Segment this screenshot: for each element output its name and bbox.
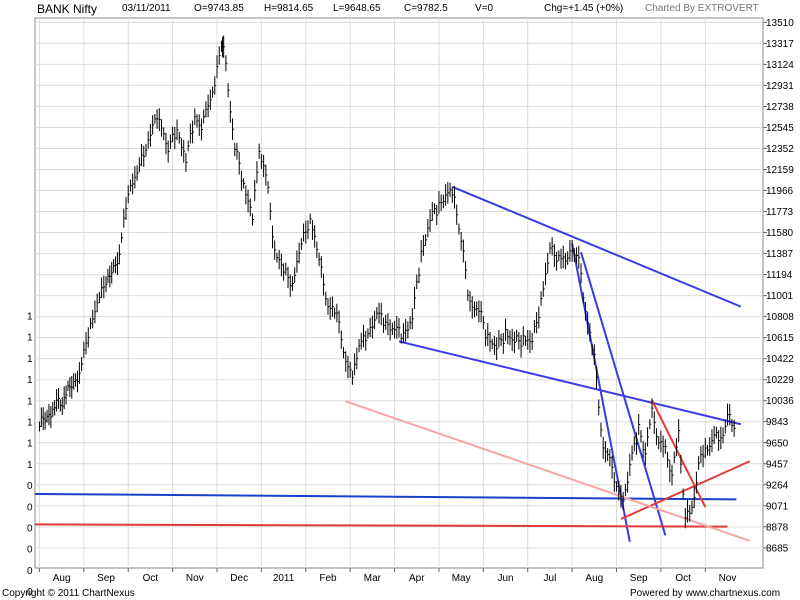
x-tick-label: Apr [409, 573, 425, 584]
y-tick-label: 10229 [766, 375, 794, 386]
y-tick-label: 9264 [766, 480, 789, 491]
trendlines-layer [34, 185, 751, 543]
trendline [34, 523, 728, 528]
x-tick-label: Oct [143, 573, 159, 584]
chart-header: BANK Nifty 03/11/2011 O=9743.85 H=9814.6… [0, 0, 800, 20]
trendline [620, 460, 751, 520]
left-tick-label: 0 [27, 566, 33, 577]
close-value: C=9782.5 [404, 3, 448, 14]
y-tick-label: 12159 [766, 165, 794, 176]
trendline [571, 243, 631, 543]
x-tick-label: Nov [186, 573, 204, 584]
chart-grid [35, 18, 763, 568]
left-tick-label: 0 [27, 481, 33, 492]
y-tick-label: 13317 [766, 39, 794, 50]
trendline [398, 340, 742, 426]
left-tick-label: 1 [27, 375, 33, 386]
trendline [451, 185, 742, 308]
y-tick-label: 8685 [766, 543, 789, 554]
y-tick-label: 12352 [766, 144, 794, 155]
trendline [345, 400, 751, 542]
high-value: H=9814.65 [264, 3, 314, 14]
y-tick-label: 11001 [766, 291, 794, 302]
left-tick-label: 0 [27, 502, 33, 513]
x-tick-label: Jun [497, 573, 513, 584]
copyright-text: Copyright © 2011 ChartNexus [2, 588, 135, 599]
powered-by-text: Powered by www.chartnexus.com [630, 588, 781, 599]
y-tick-label: 12738 [766, 102, 794, 113]
y-tick-label: 10036 [766, 396, 794, 407]
x-tick-label: Sep [97, 573, 115, 584]
y-tick-label: 11387 [766, 249, 794, 260]
x-tick-label: Sep [630, 573, 648, 584]
y-tick-label: 9457 [766, 459, 789, 470]
left-tick-label: 1 [27, 312, 33, 323]
left-tick-label: 1 [27, 439, 33, 450]
y-tick-label: 10615 [766, 333, 794, 344]
chart-credit: Charted By EXTROVERT [645, 3, 759, 14]
left-tick-label: 1 [27, 333, 33, 344]
left-tick-label: 0 [27, 587, 33, 598]
y-tick-label: 11966 [766, 186, 794, 197]
date-label: 03/11/2011 [122, 3, 171, 14]
x-tick-label: Jul [544, 573, 557, 584]
volume-value: V=0 [475, 3, 494, 14]
low-value: L=9648.65 [333, 3, 381, 14]
price-series-layer [38, 35, 736, 529]
left-tick-label: 1 [27, 460, 33, 471]
x-tick-label: Aug [53, 573, 71, 584]
symbol-title: BANK Nifty [37, 2, 98, 16]
x-tick-label: Feb [319, 573, 337, 584]
y-tick-label: 12545 [766, 123, 794, 134]
y-tick-label: 9843 [766, 417, 789, 428]
change-value: Chg=+1.45 (+0%) [544, 3, 624, 14]
left-tick-label: 1 [27, 396, 33, 407]
y-tick-label: 13510 [766, 18, 794, 29]
y-tick-label: 10808 [766, 312, 794, 323]
x-tick-label: Nov [719, 573, 737, 584]
x-tick-label: Mar [364, 573, 382, 584]
y-tick-label: 13124 [766, 60, 794, 71]
left-tick-label: 1 [27, 354, 33, 365]
x-tick-label: 2011 [273, 573, 295, 584]
x-tick-label: May [452, 573, 471, 584]
y-tick-label: 12931 [766, 81, 794, 92]
x-tick-label: Dec [230, 573, 248, 584]
y-tick-label: 9071 [766, 501, 789, 512]
open-value: O=9743.85 [194, 3, 244, 14]
plot-area [34, 17, 764, 569]
y-tick-label: 9650 [766, 438, 789, 449]
left-tick-label: 0 [27, 524, 33, 535]
trendline [34, 492, 737, 501]
y-tick-label: 8878 [766, 522, 789, 533]
y-tick-label: 11580 [766, 228, 794, 239]
y-tick-label: 10422 [766, 354, 794, 365]
left-tick-label: 0 [27, 545, 33, 556]
y-tick-label: 11773 [766, 207, 794, 218]
axis-ticks-layer: 13510 13317 13124 12931 12738 12545 12352 12159… [27, 18, 794, 598]
x-tick-label: Aug [585, 573, 603, 584]
left-tick-label: 1 [27, 418, 33, 429]
x-tick-label: Oct [675, 573, 691, 584]
trendline [580, 251, 667, 536]
y-tick-label: 11194 [766, 270, 793, 281]
